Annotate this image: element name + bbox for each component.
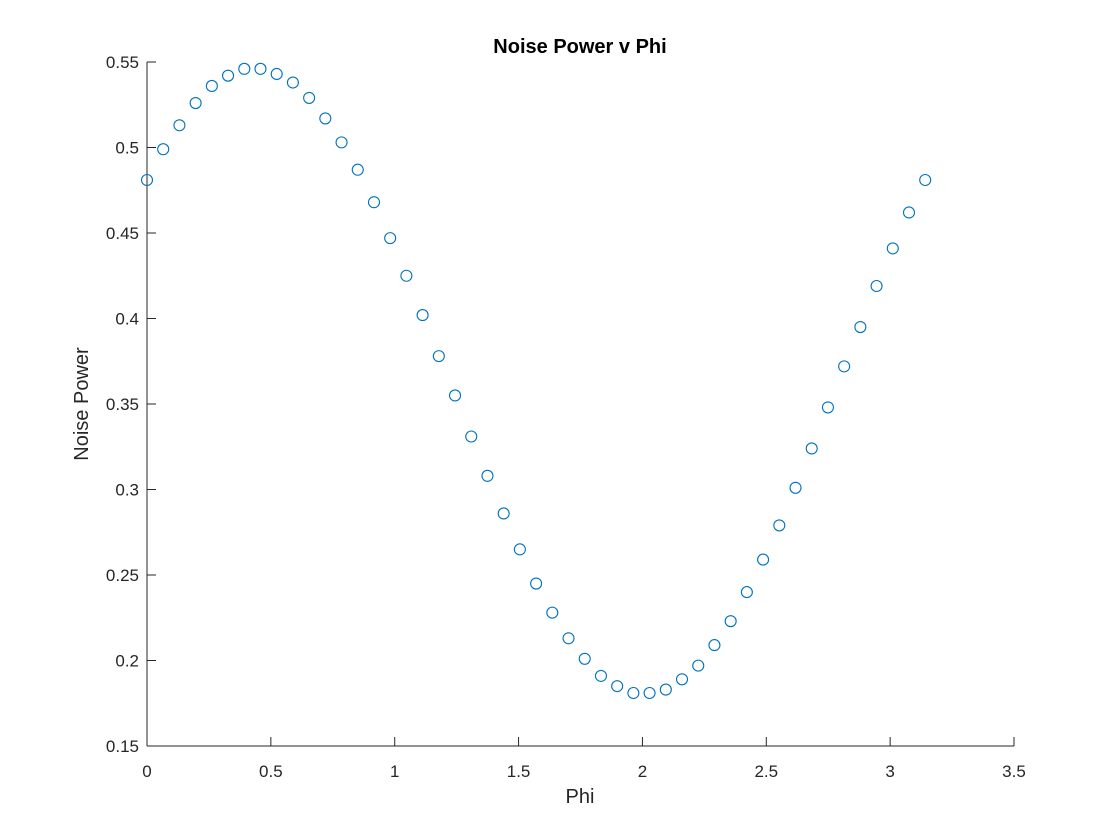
data-point bbox=[222, 69, 235, 82]
data-point bbox=[286, 76, 299, 89]
data-point bbox=[481, 469, 494, 482]
y-tick-label: 0.25 bbox=[106, 566, 139, 585]
data-point bbox=[627, 686, 640, 700]
data-point bbox=[384, 232, 397, 245]
data-point bbox=[886, 242, 899, 255]
data-point bbox=[805, 442, 818, 455]
data-point bbox=[303, 91, 316, 104]
y-tick-label: 0.2 bbox=[115, 652, 139, 671]
data-point bbox=[659, 683, 672, 696]
data-point bbox=[432, 350, 445, 363]
y-tick-label: 0.5 bbox=[115, 139, 139, 158]
data-point bbox=[189, 96, 202, 110]
chart-title: Noise Power v Phi bbox=[493, 36, 666, 58]
data-point bbox=[140, 173, 154, 187]
data-point bbox=[757, 553, 770, 566]
data-point bbox=[611, 680, 624, 693]
data-point bbox=[497, 507, 510, 520]
data-point bbox=[400, 269, 413, 282]
data-point bbox=[692, 659, 705, 672]
data-point bbox=[740, 586, 753, 599]
data-point bbox=[870, 279, 883, 293]
x-tick-label: 3 bbox=[885, 762, 894, 781]
data-point bbox=[773, 519, 786, 532]
data-point bbox=[448, 389, 462, 402]
data-point bbox=[854, 320, 867, 334]
data-point bbox=[173, 119, 186, 132]
data-point bbox=[513, 543, 526, 556]
data-point bbox=[724, 615, 737, 628]
y-tick-label: 0.3 bbox=[115, 481, 139, 500]
data-point bbox=[643, 686, 656, 700]
x-axis-label: Phi bbox=[566, 786, 595, 808]
x-axis: 0 0.5 1 1.5 2 2.5 3 3.5 bbox=[142, 737, 1026, 781]
data-point bbox=[902, 206, 916, 219]
data-point bbox=[367, 196, 381, 209]
data-point bbox=[254, 62, 267, 75]
data-point bbox=[351, 163, 364, 176]
data-point bbox=[157, 143, 170, 156]
data-point bbox=[919, 173, 932, 187]
data-point bbox=[335, 136, 348, 149]
data-point bbox=[530, 577, 543, 590]
y-tick-label: 0.45 bbox=[106, 224, 139, 243]
data-point bbox=[465, 430, 478, 443]
x-tick-label: 0 bbox=[142, 762, 151, 781]
y-axis-label: Noise Power bbox=[71, 347, 93, 461]
x-tick-label: 1.5 bbox=[507, 762, 531, 781]
plot-area bbox=[147, 62, 1014, 746]
x-tick-label: 3.5 bbox=[1002, 762, 1026, 781]
data-point bbox=[238, 62, 251, 75]
data-point bbox=[546, 606, 559, 619]
data-point bbox=[562, 632, 575, 645]
data-point bbox=[821, 401, 834, 414]
data-markers bbox=[140, 62, 932, 700]
y-tick-label: 0.15 bbox=[106, 737, 139, 756]
y-axis: 0.15 0.2 0.25 0.3 0.35 0.4 0.45 0.5 0.55 bbox=[106, 53, 156, 756]
plot-background bbox=[147, 62, 1014, 746]
data-point bbox=[594, 669, 608, 682]
data-point bbox=[319, 112, 332, 125]
data-point bbox=[205, 79, 218, 92]
data-point bbox=[708, 639, 721, 652]
y-tick-label: 0.35 bbox=[106, 395, 139, 414]
x-tick-label: 0.5 bbox=[259, 762, 283, 781]
data-point bbox=[416, 309, 429, 322]
data-point bbox=[838, 360, 851, 373]
data-point bbox=[270, 67, 283, 81]
x-tick-label: 2.5 bbox=[754, 762, 778, 781]
data-point bbox=[789, 481, 802, 494]
x-tick-label: 1 bbox=[390, 762, 399, 781]
y-tick-label: 0.4 bbox=[115, 310, 139, 329]
y-tick-label: 0.55 bbox=[106, 53, 139, 72]
data-point bbox=[675, 673, 689, 686]
data-point bbox=[578, 652, 591, 665]
x-tick-label: 2 bbox=[638, 762, 647, 781]
